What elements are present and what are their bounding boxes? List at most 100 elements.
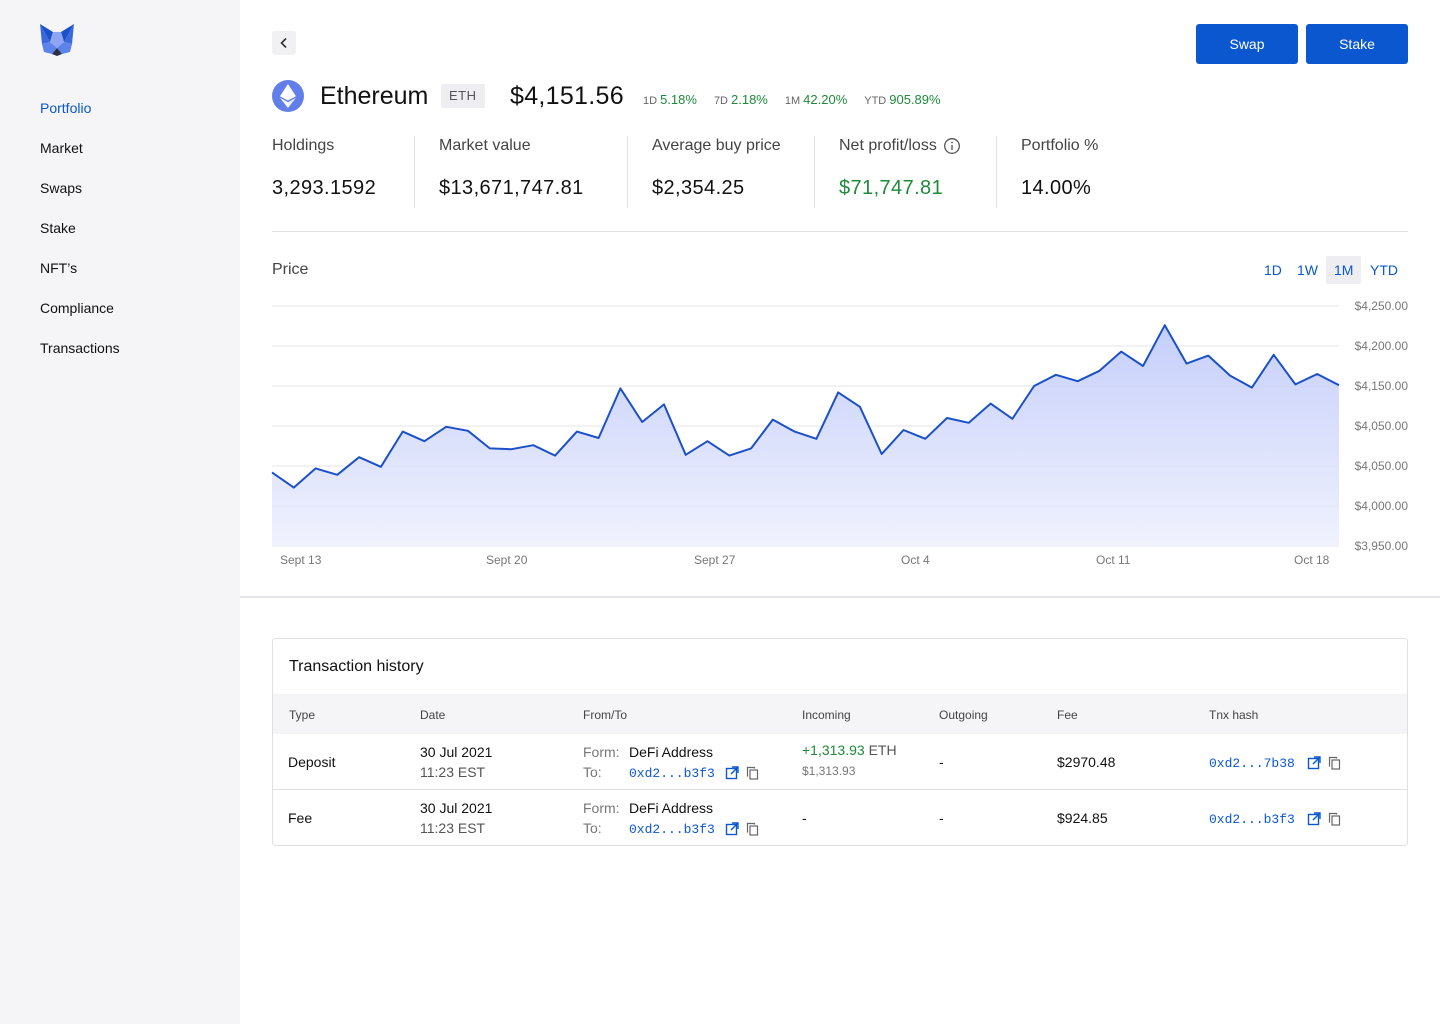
table-row[interactable]: Fee 30 Jul 2021 11:23 EST Form: DeFi Add… — [273, 790, 1407, 846]
stake-button[interactable]: Stake — [1306, 24, 1408, 64]
divider — [814, 136, 815, 208]
incoming-amount: +1,313.93 — [802, 742, 865, 758]
sidebar-item-stake[interactable]: Stake — [40, 220, 76, 236]
cell-incoming: - — [802, 810, 807, 826]
copy-icon[interactable] — [1328, 812, 1341, 826]
range-tab-ytd[interactable]: YTD — [1370, 262, 1398, 278]
cell-outgoing: - — [939, 754, 944, 770]
cell-outgoing: - — [939, 810, 944, 826]
external-link-icon[interactable] — [1307, 756, 1321, 770]
y-axis-tick-label: $4,000.00 — [1355, 499, 1409, 513]
price-changes: 1D 5.18% 7D 2.18% 1M 42.20% YTD 905.89% — [643, 92, 958, 109]
col-fee: Fee — [1057, 708, 1078, 722]
col-tnx-hash: Tnx hash — [1209, 708, 1259, 722]
to-address-link[interactable]: 0xd2...b3f3 — [629, 766, 715, 781]
x-axis-tick-label: Sept 13 — [280, 553, 322, 567]
y-axis-tick-label: $4,200.00 — [1355, 339, 1409, 353]
divider — [414, 136, 415, 208]
cell-type: Fee — [288, 810, 313, 826]
price-chart: $4,250.00 $4,200.00 $4,150.00 $4,050.00 $4,0… — [271, 299, 1409, 567]
cell-time: 11:23 EST — [420, 820, 486, 836]
sidebar-item-nfts[interactable]: NFT’s — [40, 260, 78, 276]
to-label: To: — [583, 820, 602, 836]
col-from-to: From/To — [583, 708, 628, 722]
y-axis-tick-label: $4,250.00 — [1355, 299, 1409, 313]
cell-date: 30 Jul 2021 — [420, 744, 493, 760]
tnx-hash-link[interactable]: 0xd2...7b38 — [1209, 756, 1295, 771]
range-tab-1m[interactable]: 1M — [1326, 256, 1362, 284]
main-content: Swap Stake Ethereum ETH $4,151.56 1D 5.18… — [240, 0, 1440, 1024]
incoming-unit: ETH — [868, 742, 897, 758]
to-label: To: — [583, 764, 602, 780]
tnx-hash-link[interactable]: 0xd2...b3f3 — [1209, 812, 1295, 827]
change-ytd: YTD 905.89% — [864, 92, 941, 107]
net-pl-label: Net profit/loss — [839, 137, 937, 154]
cell-tnx-hash: 0xd2...7b38 — [1209, 752, 1341, 774]
external-link-icon[interactable] — [725, 766, 739, 780]
copy-icon[interactable] — [746, 766, 759, 780]
sidebar-item-market[interactable]: Market — [40, 140, 83, 156]
cell-fee: $2970.48 — [1057, 754, 1116, 770]
asset-price: $4,151.56 — [510, 82, 624, 110]
external-link-icon[interactable] — [1307, 812, 1321, 826]
transaction-history-card: Transaction history Type Date From/To In… — [272, 638, 1408, 846]
change-1d: 1D 5.18% — [643, 92, 697, 107]
change-1m: 1M 42.20% — [784, 92, 848, 107]
incoming-usd: $1,313.93 — [802, 764, 856, 778]
y-axis-tick-label: $3,950.00 — [1355, 539, 1409, 553]
table-header: Type Date From/To Incoming Outgoing Fee … — [273, 694, 1407, 734]
external-link-icon[interactable] — [725, 822, 739, 836]
divider — [627, 136, 628, 208]
sidebar-item-transactions[interactable]: Transactions — [40, 340, 120, 356]
range-tab-1d[interactable]: 1D — [1264, 262, 1282, 278]
cell-type: Deposit — [288, 754, 336, 770]
asset-ticker-badge: ETH — [441, 84, 485, 108]
asset-name: Ethereum — [320, 82, 429, 110]
y-axis-tick-label: $4,050.00 — [1355, 419, 1409, 433]
swap-button[interactable]: Swap — [1196, 24, 1298, 64]
ethereum-icon — [272, 80, 304, 112]
from-label: Form: — [583, 800, 620, 816]
copy-icon[interactable] — [1328, 756, 1341, 770]
stat-holdings: Holdings 3,293.1592 — [272, 137, 377, 199]
cell-time: 11:23 EST — [420, 764, 486, 780]
cell-incoming: +1,313.93 ETH — [802, 740, 897, 760]
y-axis-tick-label: $4,150.00 — [1355, 379, 1409, 393]
cell-tnx-hash: 0xd2...b3f3 — [1209, 808, 1341, 830]
stat-market-value: Market value $13,671,747.81 — [439, 137, 584, 199]
back-button[interactable] — [272, 31, 296, 55]
stat-average-buy-price: Average buy price $2,354.25 — [652, 137, 781, 199]
sidebar-item-compliance[interactable]: Compliance — [40, 300, 114, 316]
chevron-left-icon — [280, 37, 287, 49]
range-tab-1w[interactable]: 1W — [1297, 262, 1318, 278]
sidebar-nav: Portfolio Market Swaps Stake NFT’s Compl… — [40, 98, 120, 378]
stat-net-profit-loss: Net profit/loss $71,747.81 — [839, 136, 961, 208]
section-divider — [240, 596, 1440, 598]
x-axis-tick-label: Sept 27 — [694, 553, 736, 567]
sidebar-item-portfolio[interactable]: Portfolio — [40, 100, 92, 116]
info-icon[interactable] — [943, 137, 961, 155]
col-incoming: Incoming — [802, 708, 851, 722]
x-axis-tick-label: Oct 18 — [1294, 553, 1330, 567]
to-address: 0xd2...b3f3 — [629, 818, 759, 840]
col-date: Date — [420, 708, 446, 722]
price-line — [271, 324, 1340, 489]
stat-portfolio-percent: Portfolio % 14.00% — [1021, 137, 1099, 199]
col-type: Type — [289, 708, 316, 722]
transaction-history-title: Transaction history — [289, 658, 424, 675]
x-axis-tick-label: Oct 11 — [1096, 553, 1131, 567]
col-outgoing: Outgoing — [939, 708, 988, 722]
copy-icon[interactable] — [746, 822, 759, 836]
cell-date: 30 Jul 2021 — [420, 800, 493, 816]
sidebar-item-swaps[interactable]: Swaps — [40, 180, 83, 196]
sidebar: Portfolio Market Swaps Stake NFT’s Compl… — [0, 0, 240, 1024]
to-address: 0xd2...b3f3 — [629, 762, 759, 784]
x-axis-tick-label: Sept 20 — [486, 553, 528, 567]
cell-fee: $924.85 — [1057, 810, 1108, 826]
y-axis-tick-label: $4,050.00 — [1355, 459, 1409, 473]
from-label: Form: — [583, 744, 620, 760]
to-address-link[interactable]: 0xd2...b3f3 — [629, 822, 715, 837]
fox-logo-icon[interactable] — [38, 22, 76, 58]
table-row[interactable]: Deposit 30 Jul 2021 11:23 EST Form: DeFi… — [273, 734, 1407, 790]
x-axis-tick-label: Oct 4 — [901, 553, 930, 567]
